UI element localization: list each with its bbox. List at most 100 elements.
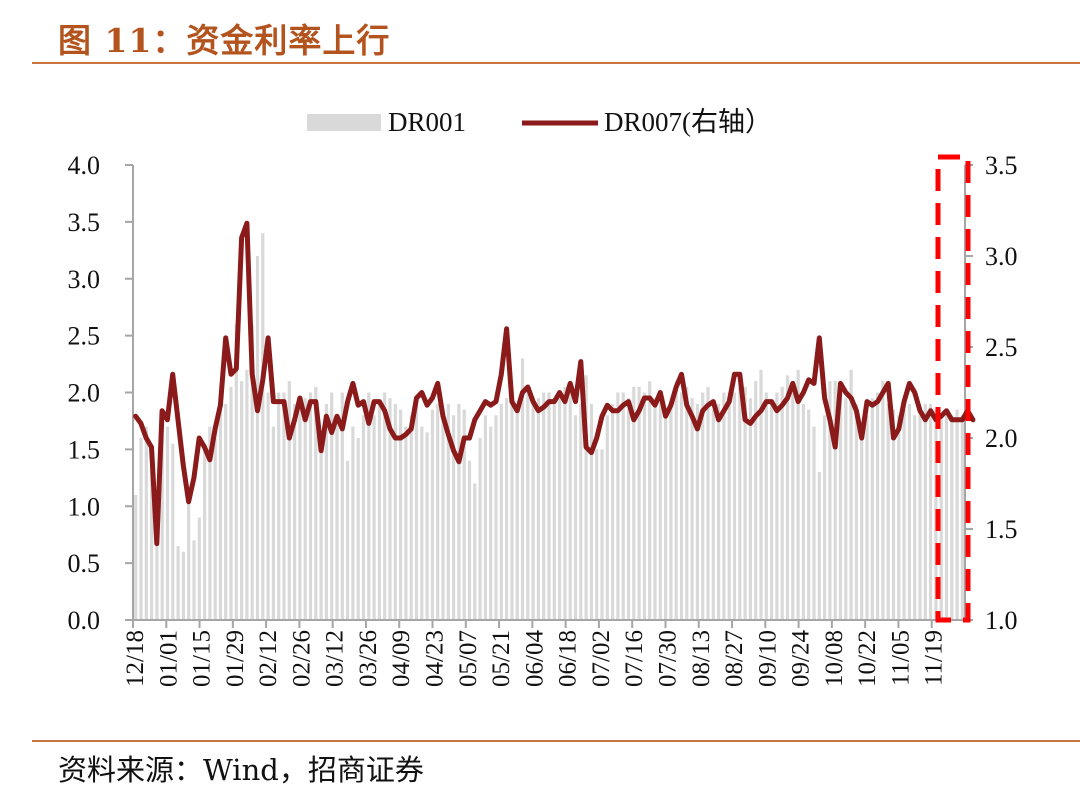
bar-dr001 — [823, 415, 827, 621]
bar-dr001 — [706, 386, 710, 620]
bar-dr001 — [324, 403, 328, 620]
bar-dr001 — [282, 392, 286, 620]
y-left-tick-label: 0.0 — [68, 606, 101, 635]
bar-dr001 — [314, 386, 318, 620]
bar-dr001 — [801, 403, 805, 620]
chart: 0.0 0.5 1.0 1.5 2.0 2.5 3.0 3.5 4.0 1.0 1.5 2.0 2.5… — [68, 107, 1018, 687]
bar-dr001 — [547, 392, 551, 620]
bar-dr001 — [780, 386, 784, 620]
bar-dr001 — [902, 409, 906, 620]
bar-dr001 — [229, 386, 233, 620]
bar-dr001 — [833, 381, 837, 620]
bar-dr001 — [393, 403, 397, 620]
bar-dr001 — [881, 381, 885, 620]
bar-dr001 — [150, 449, 154, 620]
x-tick-label: 11/05 — [887, 630, 914, 686]
bar-dr001 — [340, 392, 344, 620]
bar-dr001 — [489, 426, 493, 620]
bar-dr001 — [457, 403, 461, 620]
bar-dr001 — [542, 392, 546, 620]
x-tick-label: 11/19 — [921, 630, 948, 686]
bar-dr001 — [844, 398, 848, 620]
y-axis-right-ticks: 1.0 1.5 2.0 2.5 3.0 3.5 — [965, 151, 1018, 635]
bar-dr001 — [536, 398, 540, 620]
bar-dr001 — [277, 392, 281, 620]
bar-dr001 — [701, 392, 705, 620]
bar-dr001 — [171, 443, 175, 620]
bar-dr001 — [330, 392, 334, 620]
bar-dr001 — [346, 460, 350, 621]
bar-dr001 — [139, 438, 143, 620]
bar-dr001 — [436, 403, 440, 620]
bar-dr001 — [584, 375, 588, 620]
bar-dr001 — [266, 392, 270, 620]
bar-dr001 — [891, 409, 896, 620]
bar-dr001 — [531, 403, 535, 620]
x-tick-label: 04/09 — [388, 630, 415, 687]
bar-dr001 — [409, 415, 413, 621]
x-tick-label: 09/24 — [788, 630, 815, 687]
bar-dr001 — [679, 392, 684, 620]
bar-dr001 — [552, 398, 556, 620]
bar-dr001 — [446, 403, 450, 620]
bar-dr001 — [732, 392, 737, 620]
bar-dr001 — [950, 415, 954, 621]
bar-dr001 — [939, 415, 943, 621]
bar-dr001 — [785, 375, 790, 620]
bar-dr001 — [759, 369, 763, 621]
x-tick-label: 07/02 — [588, 630, 615, 687]
bar-dr001 — [404, 426, 408, 620]
bar-dr001 — [743, 386, 747, 620]
x-tick-label: 05/21 — [488, 630, 515, 687]
bar-dr001 — [807, 409, 811, 620]
bar-dr001 — [213, 438, 217, 620]
bar-dr001 — [383, 392, 387, 620]
bar-dr001 — [664, 415, 668, 621]
bar-dr001 — [499, 403, 503, 620]
bar-dr001 — [685, 386, 689, 620]
bar-dr001 — [155, 546, 159, 620]
bar-dr001 — [271, 426, 275, 620]
bar-dr001 — [648, 381, 652, 620]
bar-dr001 — [515, 403, 519, 620]
bar-dr001 — [695, 403, 699, 620]
bar-dr001 — [520, 358, 525, 620]
bar-dr001 — [658, 392, 662, 620]
bar-dr001 — [414, 403, 419, 620]
y-right-tick-label: 3.0 — [985, 242, 1018, 271]
bar-dr001 — [218, 409, 222, 620]
x-tick-label: 08/27 — [721, 630, 748, 687]
legend: DR001 DR007(右轴） — [307, 107, 772, 137]
y-right-tick-label: 1.5 — [985, 515, 1018, 544]
x-tick-label: 09/10 — [754, 630, 781, 687]
x-tick-label: 03/12 — [322, 630, 349, 687]
bar-dr001 — [600, 449, 604, 620]
bar-dr001 — [717, 403, 721, 620]
bar-dr001 — [308, 392, 313, 620]
bar-dr001 — [144, 426, 148, 620]
x-tick-label: 04/23 — [422, 630, 449, 687]
bar-dr001 — [361, 415, 366, 621]
bar-dr001 — [860, 438, 864, 620]
bar-dr001 — [430, 409, 434, 620]
bar-dr001 — [224, 403, 228, 620]
bar-dr001 — [399, 409, 403, 620]
x-tick-label: 12/18 — [122, 630, 149, 687]
bar-dr001 — [955, 409, 959, 620]
bar-dr001 — [854, 403, 858, 620]
bar-dr001 — [754, 381, 758, 620]
bar-dr001 — [632, 386, 636, 620]
x-tick-label: 07/30 — [655, 630, 682, 687]
x-tick-label: 10/22 — [854, 630, 881, 687]
bar-dr001 — [261, 233, 265, 621]
bar-dr001 — [563, 386, 567, 620]
line-series-dr007 — [133, 220, 976, 547]
bar-dr001 — [505, 398, 509, 620]
bar-series-dr001 — [134, 233, 964, 621]
bar-dr001 — [234, 324, 238, 621]
y-left-tick-label: 3.5 — [68, 208, 101, 237]
bar-dr001 — [637, 386, 641, 620]
bar-dr001 — [626, 398, 631, 620]
bar-dr001 — [181, 551, 185, 621]
bar-dr001 — [796, 369, 800, 621]
